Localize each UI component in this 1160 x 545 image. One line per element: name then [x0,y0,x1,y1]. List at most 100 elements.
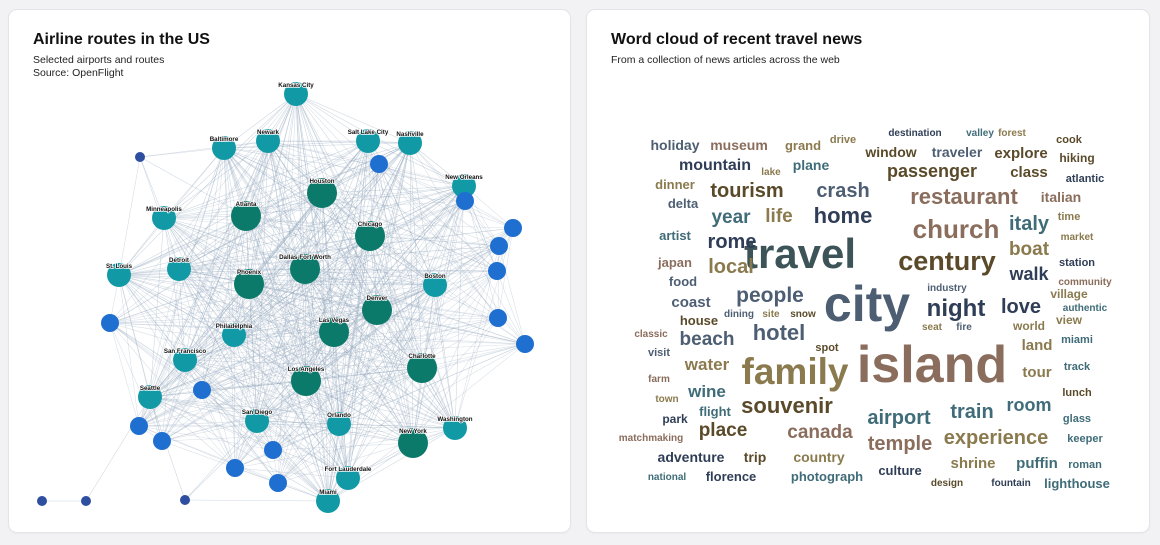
route-edge [139,147,225,158]
route-edge [118,274,186,361]
cloud-word: destination [888,128,941,139]
airport-node-miami[interactable] [316,489,340,513]
airport-node[interactable] [504,219,522,237]
airport-node[interactable] [81,496,91,506]
airport-node[interactable] [456,192,474,210]
route-edge [161,140,269,442]
airport-node[interactable] [193,381,211,399]
route-edge [178,147,225,270]
route-edge [347,317,499,479]
airport-node-atlanta[interactable] [231,201,261,231]
route-edge [178,93,297,270]
airport-node[interactable] [264,441,282,459]
airport-node[interactable] [180,495,190,505]
route-edge [109,322,140,427]
airport-node[interactable] [226,459,244,477]
airport-node-seattle[interactable] [138,385,162,409]
airport-node-new-orleans[interactable] [452,174,476,198]
airport-node-san-francisco[interactable] [173,348,197,372]
airport-node-los-angeles[interactable] [291,366,321,396]
airport-node-minneapolis[interactable] [152,206,176,230]
route-edge [201,389,329,502]
airport-node-orlando[interactable] [327,412,351,436]
route-edge [163,217,186,361]
cloud-word: roman [1068,459,1102,471]
airport-node-salt-lake-city[interactable] [356,129,380,153]
route-edge [163,217,306,270]
airport-node[interactable] [516,335,534,353]
cloud-word: home [814,203,873,228]
route-edge [163,217,235,336]
airport-node-baltimore[interactable] [212,136,236,160]
airport-node-dallas[interactable] [290,254,320,284]
airport-node-detroit[interactable] [167,257,191,281]
airport-label: Seattle [140,385,161,392]
airport-label: Baltimore [210,136,239,143]
airport-node[interactable] [135,152,145,162]
route-edge [163,140,369,219]
route-edge [184,380,307,501]
airport-node-phoenix[interactable] [234,269,264,299]
route-edge [333,331,340,425]
airport-node-kansas-city[interactable] [284,82,308,106]
airport-node[interactable] [37,496,47,506]
route-edge [161,389,203,442]
route-edge [256,142,411,422]
airport-label: Miami [319,489,337,496]
route-edge [347,309,378,479]
route-edge [223,147,335,333]
airport-node-new-york[interactable] [398,428,428,458]
airport-node[interactable] [489,309,507,327]
route-edge [272,227,514,451]
cloud-word: local [708,256,754,278]
airport-node-nashville[interactable] [398,131,422,155]
route-edge [118,274,526,345]
route-edge [178,185,465,270]
route-edge [305,284,436,382]
airport-node[interactable] [488,262,506,280]
route-edge [178,227,514,270]
route-edge [85,396,151,502]
route-edge [223,147,414,444]
airport-node-philadelphia[interactable] [222,323,246,347]
route-edge [178,235,371,270]
airport-node-denver[interactable] [362,295,392,325]
route-edge [149,396,329,502]
airport-node[interactable] [490,237,508,255]
route-edge [149,396,340,425]
cloud-word: city [824,276,910,332]
route-edge [304,268,423,369]
cloud-word: flight [699,404,731,419]
airport-node-las-vegas[interactable] [319,317,349,347]
route-edge [338,423,456,429]
airport-node-charlotte[interactable] [407,353,437,383]
route-edge [118,217,165,276]
cloud-word: industry [927,283,967,294]
airport-node[interactable] [130,417,148,435]
route-edge [118,274,236,469]
route-edge [245,215,456,429]
route-edge [138,380,307,427]
airport-node[interactable] [370,155,388,173]
route-edge [149,396,236,469]
cloud-word: class [1010,164,1048,181]
route-edge [295,93,369,142]
route-edge [223,147,236,469]
airport-node-boston[interactable] [423,273,447,297]
airport-node-washington[interactable] [443,416,467,440]
airport-node[interactable] [101,314,119,332]
airport-node-houston[interactable] [307,178,337,208]
airport-node-newark[interactable] [256,129,280,153]
airport-node[interactable] [269,474,287,492]
cloud-word: italian [1041,189,1081,205]
airport-label: Los Angeles [288,366,325,373]
airport-node-san-diego[interactable] [245,409,269,433]
airport-node[interactable] [153,432,171,450]
airport-node-st-louis[interactable] [107,263,131,287]
cloud-word: country [793,449,845,465]
route-edge [305,192,323,382]
airport-node-fort-lauderdale[interactable] [336,466,360,490]
route-edge [163,217,436,286]
route-edge [409,142,414,444]
airport-node-chicago[interactable] [355,221,385,251]
